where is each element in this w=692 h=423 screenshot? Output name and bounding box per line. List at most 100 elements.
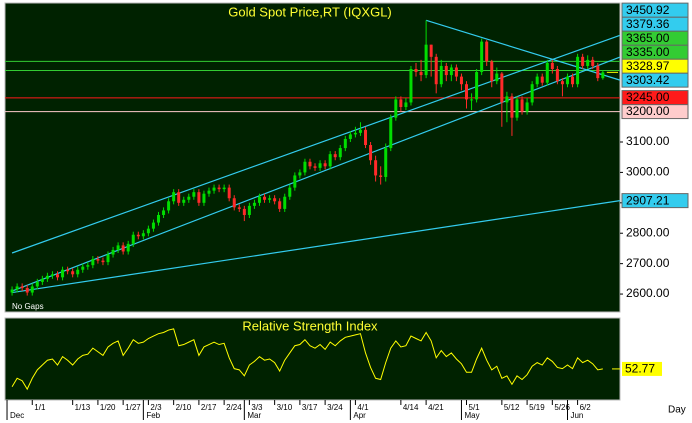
y-tick-label: 2800.00 bbox=[626, 225, 670, 239]
candle-body bbox=[313, 166, 317, 168]
candle-body bbox=[505, 96, 509, 103]
candle-body bbox=[364, 129, 368, 146]
candle-body bbox=[530, 84, 534, 103]
x-tick-label: 4/1 bbox=[357, 403, 369, 412]
x-tick-label: 5/1 bbox=[469, 403, 481, 412]
x-tick-label: 4/14 bbox=[403, 403, 419, 412]
candle-body bbox=[353, 132, 357, 135]
candle-body bbox=[263, 196, 267, 200]
candle-body bbox=[525, 102, 529, 112]
candle-body bbox=[414, 68, 418, 73]
candle-body bbox=[187, 196, 191, 200]
candle-body bbox=[454, 67, 458, 77]
rsi-label: 52.77 bbox=[625, 362, 655, 376]
x-tick-label: 1/27 bbox=[125, 403, 141, 412]
candle-body bbox=[308, 161, 312, 167]
candle-body bbox=[565, 76, 569, 85]
candle-body bbox=[439, 65, 443, 85]
price-label: 3245.00 bbox=[626, 90, 670, 104]
month-label: May bbox=[464, 411, 479, 420]
candle-body bbox=[101, 260, 105, 263]
price-label: 3335.00 bbox=[626, 45, 670, 59]
candle-body bbox=[555, 68, 559, 82]
candle-body bbox=[586, 59, 590, 66]
price-label: 3450.92 bbox=[626, 3, 670, 17]
candle-body bbox=[601, 72, 605, 79]
candle-body bbox=[298, 172, 302, 176]
candle-body bbox=[257, 196, 261, 203]
candle-body bbox=[227, 187, 231, 199]
rsi-label-box bbox=[622, 361, 662, 376]
candle-body bbox=[131, 234, 135, 244]
candle-body bbox=[141, 233, 145, 237]
candle-body bbox=[500, 73, 504, 103]
month-label: Mar bbox=[247, 411, 261, 420]
rsi-panel bbox=[4, 317, 621, 401]
candle-body bbox=[293, 175, 297, 188]
candle-body bbox=[268, 198, 272, 200]
candle-body bbox=[177, 192, 181, 203]
candle-body bbox=[247, 205, 251, 215]
y-tick-label: 3100.00 bbox=[626, 134, 670, 148]
x-axis-label: Day bbox=[668, 405, 686, 416]
candle-body bbox=[76, 269, 80, 275]
candle-body bbox=[545, 62, 549, 83]
chart-title: Gold Spot Price,RT (IQXGL) bbox=[228, 4, 392, 19]
candle-body bbox=[409, 68, 413, 103]
candle-body bbox=[20, 286, 24, 288]
candle-body bbox=[358, 129, 362, 133]
trendline bbox=[11, 34, 621, 254]
candle-body bbox=[571, 76, 575, 85]
candle-body bbox=[394, 99, 398, 118]
candle-body bbox=[86, 265, 90, 267]
candle-body bbox=[197, 192, 201, 203]
x-tick-label: 3/3 bbox=[251, 403, 263, 412]
x-tick-label: 2/10 bbox=[176, 403, 192, 412]
rsi-title: Relative Strength Index bbox=[242, 318, 378, 333]
candle-body bbox=[510, 96, 514, 118]
month-label: Jun bbox=[570, 411, 583, 420]
candle-body bbox=[560, 81, 564, 85]
candle-body bbox=[596, 65, 600, 79]
candle-body bbox=[217, 187, 221, 190]
candle-body bbox=[520, 99, 524, 112]
candle-body bbox=[40, 278, 44, 282]
candle-body bbox=[207, 190, 211, 194]
candle-body bbox=[540, 76, 544, 83]
candle-body bbox=[591, 59, 595, 66]
month-label: Dec bbox=[10, 411, 24, 420]
candle-body bbox=[495, 73, 499, 82]
candle-body bbox=[81, 266, 85, 270]
y-tick-label: 3000.00 bbox=[626, 165, 670, 179]
candle-body bbox=[156, 214, 160, 223]
candle-body bbox=[121, 245, 125, 252]
candle-body bbox=[126, 243, 130, 252]
candle-body bbox=[328, 154, 332, 167]
candle-body bbox=[71, 271, 75, 275]
x-tick-label: 3/24 bbox=[327, 403, 343, 412]
candle-body bbox=[283, 196, 287, 209]
x-tick-label: 2/24 bbox=[226, 403, 242, 412]
candle-body bbox=[379, 175, 383, 177]
candle-body bbox=[333, 154, 337, 158]
candle-body bbox=[136, 234, 140, 237]
candle-body bbox=[535, 76, 539, 85]
candle-body bbox=[515, 99, 519, 118]
month-label: Apr bbox=[353, 411, 366, 420]
candle-body bbox=[146, 228, 150, 234]
candle-body bbox=[172, 192, 176, 202]
candle-body bbox=[550, 62, 554, 69]
candle-body bbox=[91, 259, 95, 266]
candle-body bbox=[56, 274, 60, 278]
candle-body bbox=[576, 56, 580, 85]
y-tick-label: 2700.00 bbox=[626, 256, 670, 270]
x-tick-label: 3/17 bbox=[302, 403, 318, 412]
candle-body bbox=[475, 72, 479, 100]
candle-body bbox=[167, 201, 171, 211]
candle-body bbox=[116, 245, 120, 250]
trendline bbox=[11, 200, 621, 294]
candle-body bbox=[252, 202, 256, 206]
candle-body bbox=[581, 56, 585, 66]
x-tick-label: 2/17 bbox=[201, 403, 217, 412]
